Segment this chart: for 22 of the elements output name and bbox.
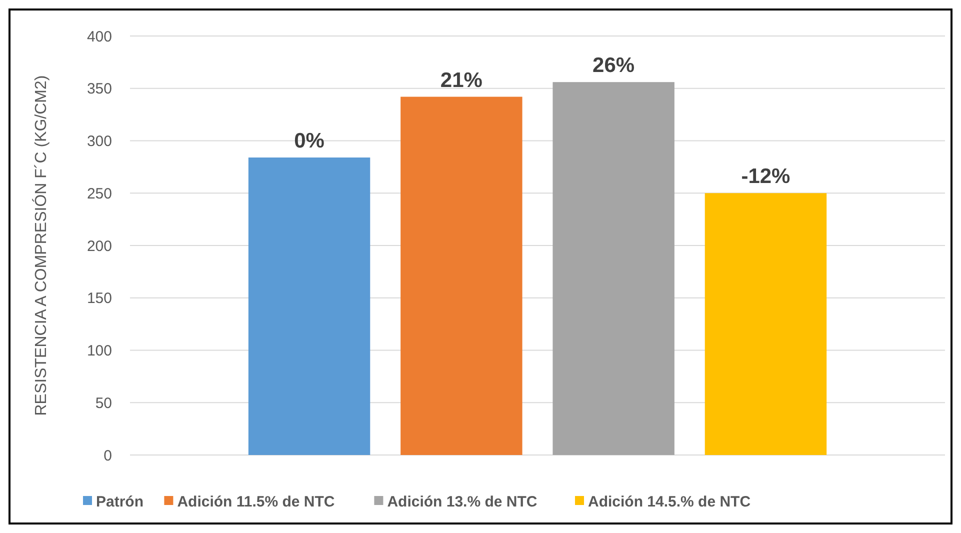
legend-label: Adición 14.5.% de NTC (588, 493, 751, 510)
y-tick-label: 0 (104, 447, 112, 464)
bar (552, 82, 674, 455)
y-axis-title: RESISTENCIA A COMPRESIÓN F´C (KG/CM2) (32, 75, 50, 416)
y-tick-label: 400 (86, 28, 112, 46)
annotation: 21% (440, 68, 483, 92)
bar (400, 96, 522, 455)
annotation: 0% (294, 130, 325, 153)
y-tick-label: 250 (86, 185, 112, 202)
legend-label: Adición 11.5% de NTC (177, 493, 335, 510)
annotation: 26% (592, 54, 635, 78)
y-tick-label: 100 (86, 342, 112, 360)
bar (704, 193, 827, 455)
annotation: -12% (741, 165, 791, 188)
y-tick-label: 200 (86, 238, 112, 255)
legend-label: Adición 13.% de NTC (387, 493, 538, 510)
y-tick-label: 350 (86, 80, 112, 98)
bar (248, 158, 370, 455)
y-tick-label: 300 (86, 133, 112, 150)
y-tick-label: 150 (86, 290, 112, 308)
y-tick-label: 50 (95, 394, 112, 412)
legend-label: Patrón (96, 493, 144, 510)
